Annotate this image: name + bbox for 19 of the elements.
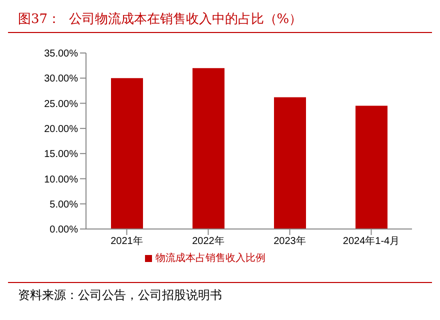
y-tick-label: 30.00% xyxy=(44,74,78,85)
y-tick-label: 10.00% xyxy=(44,174,78,186)
x-tick-label: 2021年 xyxy=(110,235,143,248)
bar xyxy=(192,68,224,229)
y-tick-label: 35.00% xyxy=(44,48,78,60)
x-tick-label: 2024年1-4月 xyxy=(342,235,400,248)
bar xyxy=(356,106,388,229)
text: 资料来源：公司公告，公司招股说明书 xyxy=(18,287,223,304)
bar xyxy=(274,97,306,229)
y-tick-label: 5.00% xyxy=(50,199,78,210)
x-tick-label: 2023年 xyxy=(274,235,306,248)
y-tick-label: 25.00% xyxy=(44,98,78,110)
chart-title: 图37： 公司物流成本在销售收入中的占比（%） xyxy=(8,8,432,33)
y-tick-label: 15.00% xyxy=(44,149,78,160)
legend-label: 物流成本占销售收入比例 xyxy=(156,253,266,264)
y-tick-label: 20.00% xyxy=(44,124,78,135)
bar xyxy=(111,78,143,229)
y-tick-label: 0.00% xyxy=(50,224,78,236)
x-tick-label: 2022年 xyxy=(192,235,224,248)
